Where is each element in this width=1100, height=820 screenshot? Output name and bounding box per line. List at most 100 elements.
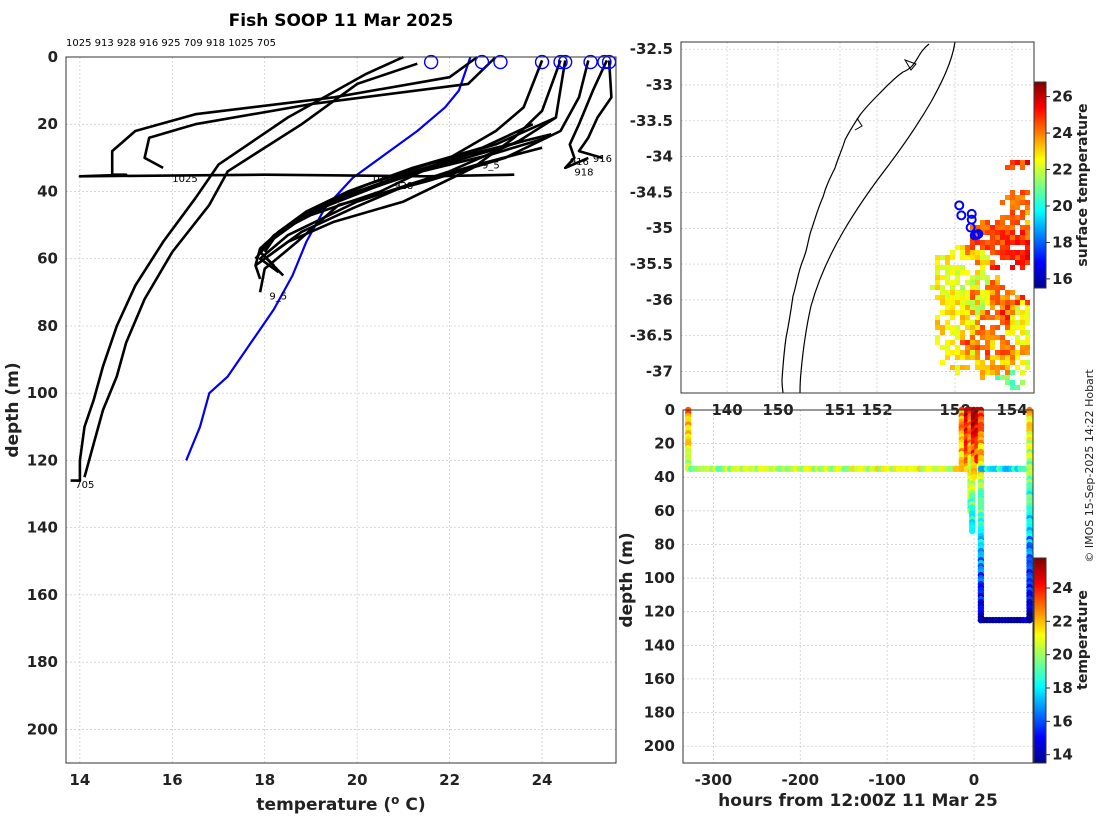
sst-pixel [1025,245,1030,250]
sst-pixel [955,280,960,285]
sst-pixel [955,370,960,375]
section-dot [969,527,976,535]
sst-pixel [1020,310,1025,315]
sst-pixel [975,260,980,265]
sst-pixel [1015,335,1020,340]
sst-pixel [955,365,960,370]
profile-y-tick-label: 100 [27,384,58,402]
sst-pixel [1025,345,1030,350]
section-x-tick-label: -200 [781,771,819,789]
map-y-tick-label: -37 [646,363,673,381]
sst-pixel [935,270,940,275]
sst-pixel [980,305,985,310]
sst-pixel [965,290,970,295]
sst-pixel [960,355,965,360]
sst-pixel [965,320,970,325]
sst-pixel [940,345,945,350]
sst-pixel [1015,160,1020,165]
sst-pixel [1020,320,1025,325]
sst-pixel [985,340,990,345]
sst-pixel [1010,320,1015,325]
sst-pixel [1010,370,1015,375]
sst-pixel [1000,310,1005,315]
sst-pixel [985,275,990,280]
sst-pixel [980,310,985,315]
sst-pixel [960,315,965,320]
sst-pixel [950,330,955,335]
sst-pixel [965,350,970,355]
sst-pixel [965,280,970,285]
sst-pixel [1010,205,1015,210]
section-y-label: depth (m) [617,532,637,627]
sst-pixel [955,265,960,270]
sst-pixel [965,245,970,250]
sst-pixel [970,225,975,230]
sst-pixel [960,300,965,305]
sst-pixel [970,275,975,280]
colorbar-tick-label: 22 [1052,612,1073,630]
sst-pixel [960,335,965,340]
sst-pixel [990,245,995,250]
sst-pixel [1015,195,1020,200]
sst-pixel [945,305,950,310]
sst-pixel [1025,210,1030,215]
drop-location-marker [956,210,967,221]
sst-pixel [1025,365,1030,370]
sst-pixel [990,250,995,255]
sst-pixel [1020,225,1025,230]
sst-pixel [970,355,975,360]
sst-pixel [985,335,990,340]
sst-pixel [1000,360,1005,365]
sst-pixel [970,250,975,255]
profile-frame [65,56,617,764]
drop-location-marker [954,200,965,211]
sst-pixel [1020,240,1025,245]
sst-pixel [995,240,1000,245]
sst-pixel [1025,190,1030,195]
sst-pixel [1010,360,1015,365]
sst-pixel [995,235,1000,240]
sst-pixel [1015,325,1020,330]
sst-pixel [990,355,995,360]
sst-pixel [960,255,965,260]
surface-marker [474,54,490,70]
sst-pixel [960,250,965,255]
coastline-bay [854,117,863,131]
sst-pixel [995,250,1000,255]
sst-pixel [1020,300,1025,305]
profile-x-tick-label: 20 [347,771,368,789]
sst-pixel [985,345,990,350]
colorbar-tick-label: 20 [1052,646,1073,664]
sst-pixel [1000,300,1005,305]
profile-drop-label: 928 [394,181,413,192]
profile-y-tick-label: 140 [27,519,58,537]
sst-pixel [935,275,940,280]
sst-pixel [985,300,990,305]
sst-pixel [990,265,995,270]
sst-pixel [945,340,950,345]
sst-pixel [1020,380,1025,385]
sst-pixel [955,325,960,330]
sst-pixel [995,225,1000,230]
sst-colorbar-ticks: 16 18 20 22 24 26 [1046,88,1073,288]
sst-pixel [1000,245,1005,250]
colorbar-tick-label: 24 [1052,124,1073,142]
drop-location-marker [973,228,984,239]
profile-drop-label: 916 [570,157,589,168]
sst-pixel [930,285,935,290]
sst-pixel [970,320,975,325]
sst-pixel [970,350,975,355]
sst-pixel [950,350,955,355]
sst-pixel [950,295,955,300]
sst-pixel [960,265,965,270]
sst-pixel [990,285,995,290]
sst-pixel [1010,305,1015,310]
map-x-ticks: 140 150 151 152 150 154 [711,401,1027,419]
section-x-tick-label: 0 [969,771,979,789]
sst-pixel [975,305,980,310]
sst-pixel [1005,340,1010,345]
sst-pixel [950,250,955,255]
sst-pixel [965,315,970,320]
sst-pixel [955,350,960,355]
sst-pixel [1025,205,1030,210]
